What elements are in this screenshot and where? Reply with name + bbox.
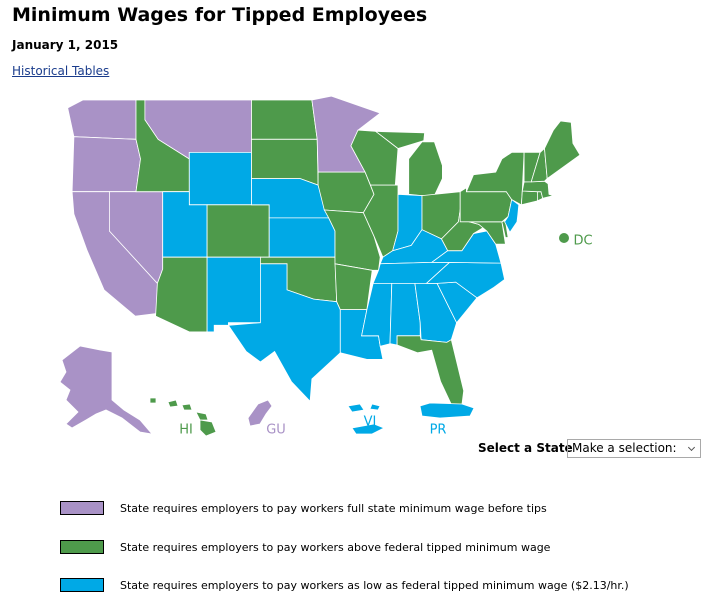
legend-item: State requires employers to pay workers … [60,539,550,555]
territory[interactable] [369,403,381,411]
map-label: VI [364,415,377,430]
territory[interactable] [149,397,157,404]
legend-item: State requires employers to pay workers … [60,500,547,516]
territory[interactable] [419,402,475,419]
state[interactable] [251,99,318,140]
state[interactable] [71,136,141,193]
state-select[interactable]: Make a selection: [567,439,701,458]
state[interactable] [155,256,208,333]
legend-text: State requires employers to pay workers … [120,540,551,554]
state[interactable] [501,219,509,238]
dc-marker[interactable] [559,233,569,243]
state[interactable] [67,99,137,140]
territory[interactable] [181,403,193,411]
select-label: Select a State [478,441,573,455]
state[interactable] [334,263,373,311]
territory[interactable] [247,399,273,427]
legend-text: State requires employers to pay workers … [120,501,547,515]
legend-item: State requires employers to pay workers … [60,577,629,593]
territory[interactable] [195,411,209,421]
state[interactable] [206,204,270,258]
state[interactable] [459,187,513,223]
us-map: HI GU VI PR DC [59,95,593,438]
state[interactable] [520,190,538,206]
map-label: HI [179,423,193,438]
legend-swatch [60,578,104,592]
date: January 1, 2015 [12,38,119,52]
legend-swatch [60,540,104,554]
state[interactable] [544,120,581,180]
map-label: PR [430,423,447,438]
state[interactable] [396,335,465,413]
state[interactable] [530,147,548,183]
map-label: DC [573,234,592,249]
legend-text: State requires employers to pay workers … [120,578,629,592]
territory[interactable] [167,399,179,408]
historical-tables-link[interactable]: Historical Tables [12,64,110,78]
map-label: GU [266,423,286,438]
state[interactable] [227,263,341,403]
territory[interactable] [199,419,217,437]
page-title: Minimum Wages for Tipped Employees [12,4,428,26]
state[interactable] [317,171,375,214]
state[interactable] [268,217,336,258]
state[interactable] [206,256,261,333]
state[interactable] [374,130,426,149]
state[interactable] [408,141,443,197]
legend-swatch [60,501,104,515]
territory[interactable] [351,423,385,435]
state[interactable] [188,151,252,206]
state[interactable] [504,198,520,234]
territory[interactable] [59,345,154,435]
territory[interactable] [347,403,365,413]
